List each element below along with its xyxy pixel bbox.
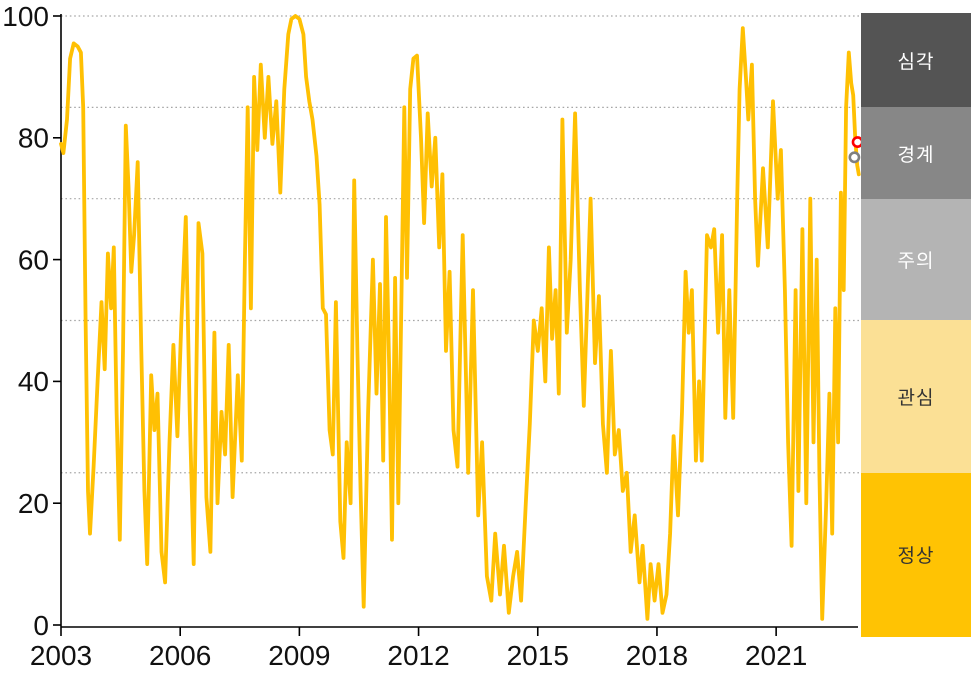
zone-caution-label: 주의 bbox=[897, 251, 935, 273]
status-legend: 심각 경계 주의 관심 정상 bbox=[861, 13, 971, 637]
x-tick-label-2012: 2012 bbox=[387, 640, 449, 671]
series-line-index bbox=[59, 14, 861, 621]
y-tick-label-20: 20 bbox=[18, 488, 49, 519]
y-tick-label-40: 40 bbox=[18, 366, 49, 397]
x-tick-label-2015: 2015 bbox=[507, 640, 569, 671]
x-tick-label-2006: 2006 bbox=[149, 640, 211, 671]
zone-normal-label: 정상 bbox=[897, 546, 935, 568]
zone-interest: 관심 bbox=[861, 320, 971, 473]
zone-severe: 심각 bbox=[861, 13, 971, 108]
x-tick-label-2018: 2018 bbox=[626, 640, 688, 671]
y-tick-label-60: 60 bbox=[18, 244, 49, 275]
x-tick-label-2009: 2009 bbox=[268, 640, 330, 671]
zone-alert-label: 경계 bbox=[897, 144, 935, 166]
x-tick-label-2021: 2021 bbox=[745, 640, 807, 671]
x-tick-label-2003: 2003 bbox=[30, 640, 92, 671]
gray-marker bbox=[848, 151, 861, 164]
zone-alert: 경계 bbox=[861, 107, 971, 199]
zone-normal: 정상 bbox=[861, 472, 971, 637]
y-tick-label-80: 80 bbox=[18, 123, 49, 154]
zone-interest-label: 관심 bbox=[897, 388, 935, 410]
zone-severe-label: 심각 bbox=[897, 51, 935, 73]
zone-caution: 주의 bbox=[861, 198, 971, 321]
y-tick-label-0: 0 bbox=[33, 610, 49, 641]
y-tick-label-100: 100 bbox=[2, 1, 49, 32]
